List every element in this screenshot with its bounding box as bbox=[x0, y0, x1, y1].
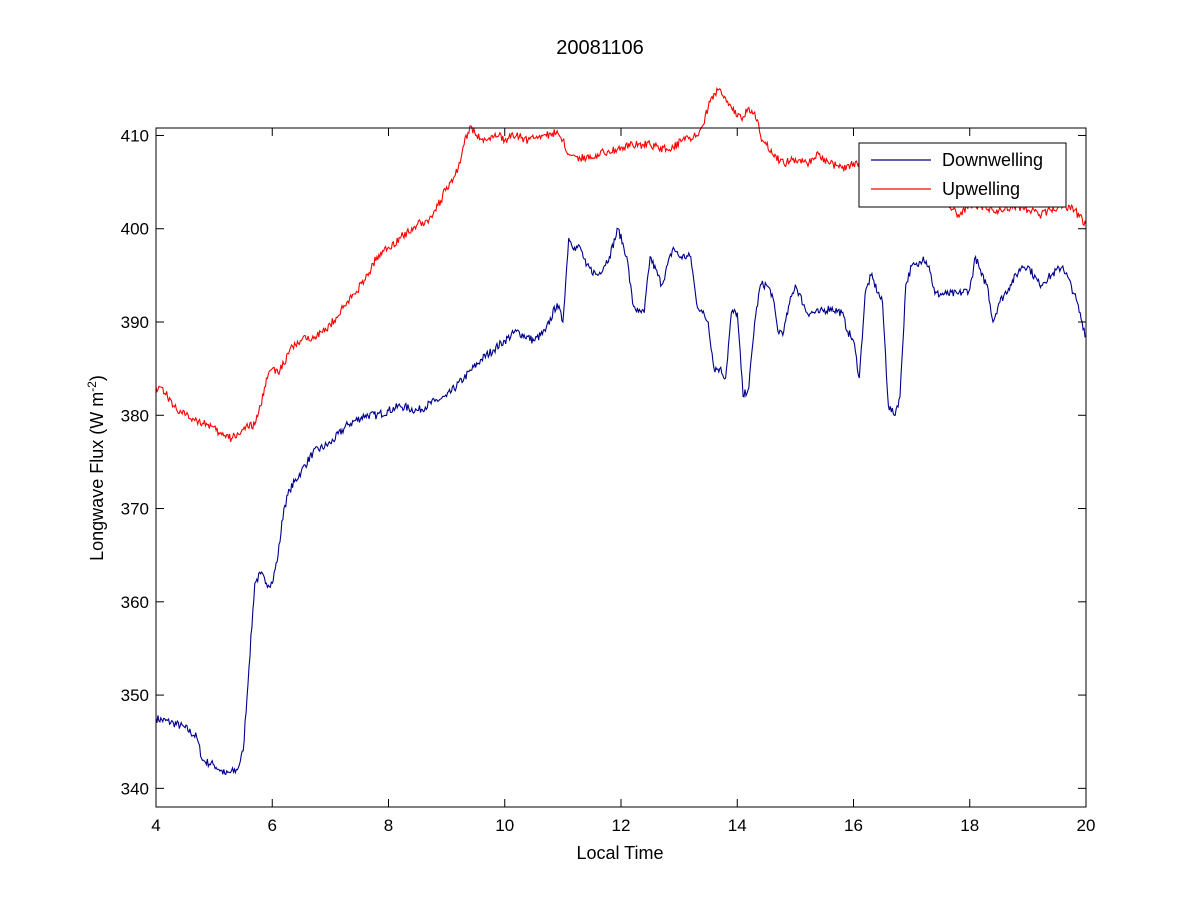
x-tick-label: 10 bbox=[495, 816, 514, 835]
x-axis-label: Local Time bbox=[576, 843, 663, 863]
series-line-upwelling bbox=[155, 86, 1087, 442]
y-tick-label: 360 bbox=[121, 593, 149, 612]
axes: 4 6 8 10 12 14 16 18 20 340 350 360 370 380 390 400 410 bbox=[121, 126, 1096, 835]
y-tick-label: 380 bbox=[121, 406, 149, 425]
x-tick-label: 20 bbox=[1077, 816, 1096, 835]
x-tick-label: 18 bbox=[960, 816, 979, 835]
y-tick-label: 390 bbox=[121, 313, 149, 332]
y-axis-label-superscript: -2 bbox=[85, 381, 99, 392]
legend-box bbox=[858, 142, 1067, 208]
legend: Downwelling Upwelling bbox=[858, 142, 1067, 208]
y-tick-label: 370 bbox=[121, 500, 149, 519]
x-tick-label: 16 bbox=[844, 816, 863, 835]
y-tick-label: 400 bbox=[121, 220, 149, 239]
series-line-downwelling bbox=[155, 227, 1087, 776]
x-tick-label: 4 bbox=[151, 816, 160, 835]
y-axis-label-end: ) bbox=[87, 375, 107, 381]
x-tick-label: 6 bbox=[268, 816, 277, 835]
y-tick-label: 340 bbox=[121, 779, 149, 798]
y-tick-label: 350 bbox=[121, 686, 149, 705]
axes-frame bbox=[155, 127, 1087, 808]
y-tick-label: 410 bbox=[121, 126, 149, 145]
x-tick-label: 8 bbox=[384, 816, 393, 835]
y-axis-label-main: Longwave Flux (W m bbox=[87, 392, 107, 561]
legend-label-downwelling: Downwelling bbox=[942, 150, 1043, 170]
x-tick-label: 14 bbox=[728, 816, 747, 835]
legend-label-upwelling: Upwelling bbox=[942, 179, 1020, 199]
x-tick-label: 12 bbox=[612, 816, 631, 835]
y-axis-label: Longwave Flux (W m-2) bbox=[85, 375, 107, 561]
chart-title: 20081106 bbox=[556, 37, 644, 59]
